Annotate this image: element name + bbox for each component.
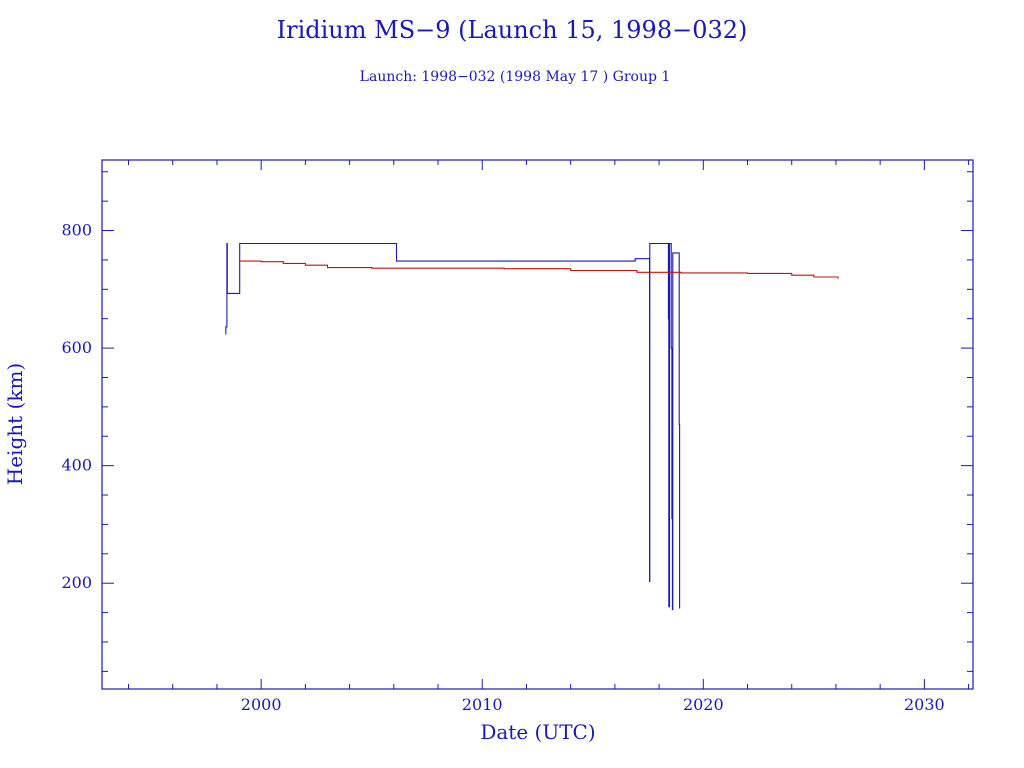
x-tick-label: 2000	[241, 695, 282, 714]
x-tick-label: 2010	[462, 695, 503, 714]
series-line-perigee	[240, 260, 839, 279]
x-tick-label: 2020	[683, 695, 724, 714]
series-line-apogee	[225, 242, 681, 611]
axes-layer: 2000 2010 2020 2030 200 400 600 800	[61, 160, 973, 714]
x-axis-label: Date (UTC)	[480, 720, 595, 744]
y-tick-label: 800	[61, 221, 92, 240]
series-layer	[225, 242, 839, 611]
y-tick-label: 600	[61, 338, 92, 357]
chart-subtitle: Launch: 1998−032 (1998 May 17 ) Group 1	[360, 69, 671, 85]
y-tick-label: 200	[61, 573, 92, 592]
y-axis-label: Height (km)	[3, 363, 27, 485]
y-tick-label: 400	[61, 456, 92, 475]
chart-title: Iridium MS−9 (Launch 15, 1998−032)	[277, 16, 748, 44]
plot-frame	[101, 159, 974, 690]
x-tick-label: 2030	[904, 695, 945, 714]
